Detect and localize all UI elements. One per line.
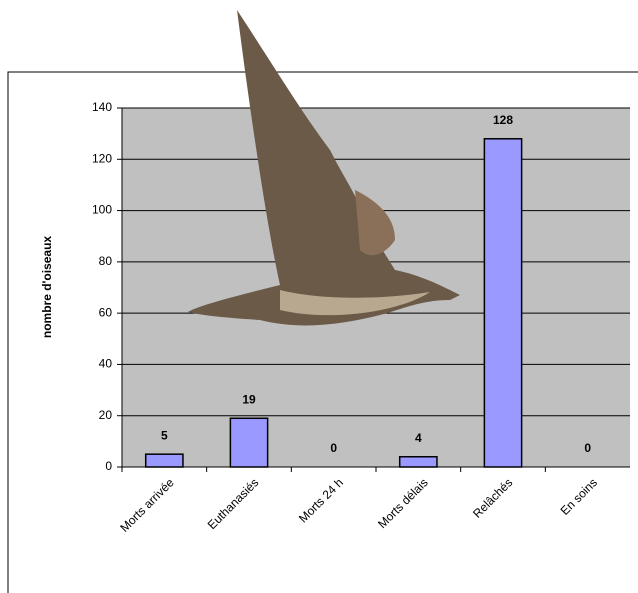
y-axis-label: nombre d'oiseaux: [40, 236, 54, 339]
y-tick-label: 0: [105, 459, 112, 473]
bird-belly: [280, 290, 430, 316]
x-tick-label: Euthanasiés: [205, 475, 262, 532]
y-tick-label: 40: [99, 357, 113, 371]
x-tick-label: Morts délais: [375, 475, 431, 531]
bird-illustration: [188, 10, 460, 326]
bar: [483, 138, 523, 468]
bird-body: [188, 10, 460, 326]
value-label: 4: [415, 431, 422, 445]
bar: [144, 453, 184, 468]
bar: [229, 417, 269, 468]
x-tick-label: Morts arrivée: [117, 475, 177, 535]
x-tick-label: En soins: [558, 475, 600, 517]
bar: [398, 455, 438, 468]
y-tick-label: 60: [99, 305, 113, 319]
value-label: 0: [330, 441, 337, 455]
value-label: 5: [161, 428, 168, 442]
value-label: 128: [493, 113, 513, 127]
y-tick-label: 100: [92, 203, 112, 217]
chart-frame: [7, 71, 638, 593]
bird-wing: [355, 190, 395, 256]
value-label: 0: [584, 441, 591, 455]
x-tick-label: Morts 24 h: [296, 475, 346, 525]
value-label: 19: [242, 392, 256, 406]
y-tick-label: 120: [92, 151, 112, 165]
y-tick-label: 80: [99, 254, 113, 268]
y-tick-label: 20: [99, 408, 113, 422]
y-tick-label: 140: [92, 100, 112, 114]
x-tick-label: Relâchés: [470, 475, 515, 520]
